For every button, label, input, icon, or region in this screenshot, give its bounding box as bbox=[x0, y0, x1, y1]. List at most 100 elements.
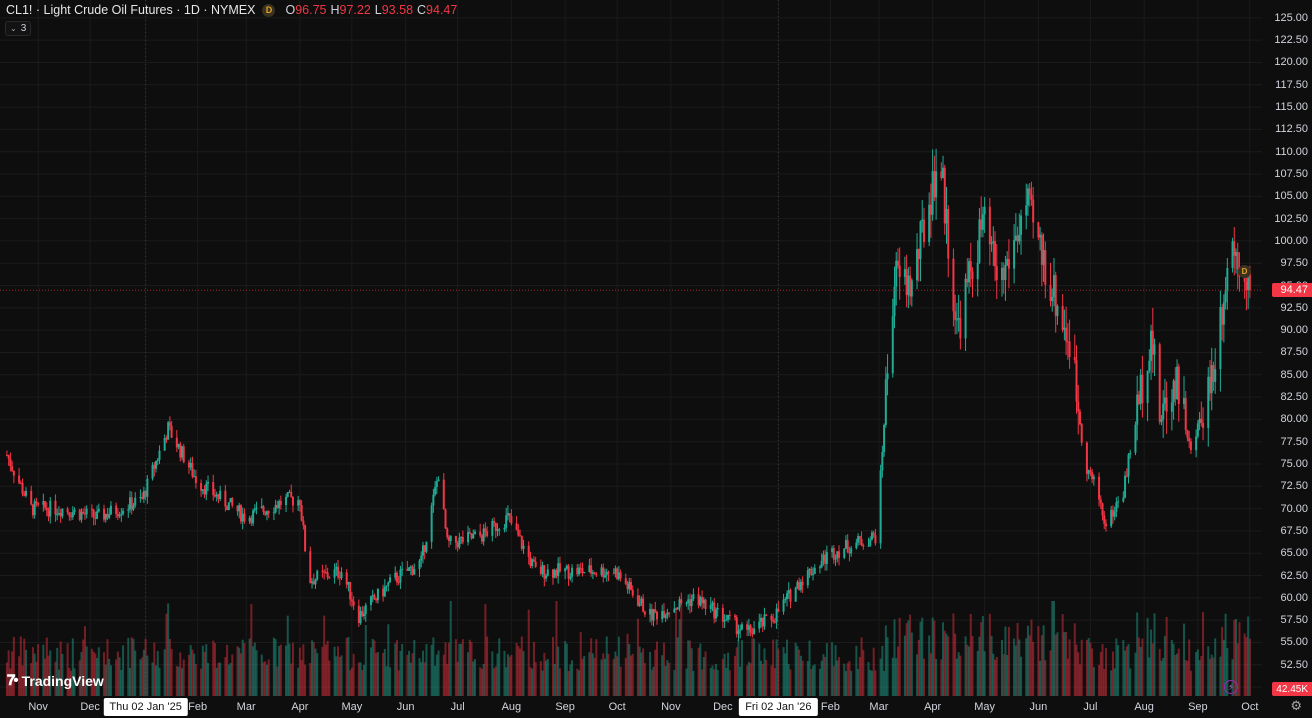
volume-bar bbox=[467, 652, 470, 696]
volume-bar bbox=[21, 665, 24, 696]
volume-bar bbox=[867, 662, 870, 696]
volume-bar bbox=[454, 639, 457, 696]
candle-body bbox=[109, 505, 112, 515]
candle-body bbox=[1101, 503, 1104, 516]
volume-bar bbox=[350, 667, 353, 696]
candle-body bbox=[1210, 365, 1213, 394]
volume-bar bbox=[1016, 623, 1019, 696]
price-axis[interactable]: 50.0052.5055.0057.5060.0062.5065.0067.50… bbox=[1262, 0, 1312, 696]
candle-body bbox=[957, 317, 960, 320]
volume-bar bbox=[619, 666, 622, 696]
volume-bar bbox=[1226, 648, 1229, 696]
volume-bar bbox=[156, 651, 159, 696]
candle-body bbox=[650, 608, 653, 621]
price-tick-label: 70.00 bbox=[1280, 502, 1308, 515]
volume-bar bbox=[546, 658, 549, 696]
volume-bar bbox=[654, 649, 657, 696]
volume-bar bbox=[1104, 647, 1107, 696]
candle-body bbox=[461, 537, 464, 543]
candle-body bbox=[832, 548, 835, 560]
volume-bar bbox=[153, 642, 156, 696]
candle-body bbox=[155, 460, 158, 469]
candle-body bbox=[701, 596, 704, 604]
candle-body bbox=[373, 595, 376, 600]
time-tick-label: Aug bbox=[501, 701, 522, 713]
volume-bar bbox=[376, 652, 379, 696]
candle-body bbox=[799, 581, 802, 590]
candle-body bbox=[1103, 515, 1106, 524]
candle-body bbox=[723, 620, 726, 622]
candle-body bbox=[1243, 276, 1246, 282]
candle-body bbox=[243, 513, 246, 522]
candle-body bbox=[153, 464, 156, 469]
time-tick-label: Mar bbox=[869, 701, 889, 713]
symbol-title[interactable]: CL1! · Light Crude Oil Futures · 1D · NY… bbox=[6, 3, 255, 17]
candle-body bbox=[831, 548, 834, 553]
volume-bar bbox=[231, 654, 234, 696]
candle-body bbox=[420, 555, 423, 561]
candle-body bbox=[675, 608, 678, 610]
candle-body bbox=[1026, 188, 1029, 206]
gear-icon[interactable]: ⚙ bbox=[1290, 698, 1302, 713]
candle-body bbox=[990, 242, 993, 245]
candle-body bbox=[151, 464, 154, 479]
candle-body bbox=[813, 567, 816, 575]
volume-bar bbox=[371, 638, 374, 696]
volume-bar bbox=[444, 642, 447, 696]
lightning-icon[interactable]: ⚡ bbox=[1224, 680, 1238, 694]
candle-body bbox=[673, 608, 676, 613]
candle-body bbox=[47, 510, 50, 517]
candle-body bbox=[810, 568, 813, 575]
dividend-badge[interactable]: D bbox=[1238, 265, 1251, 278]
delayed-data-badge[interactable]: D bbox=[262, 3, 276, 17]
volume-bar bbox=[44, 658, 47, 696]
volume-bar bbox=[92, 651, 95, 696]
candle-body bbox=[515, 523, 518, 530]
candle-body bbox=[1028, 188, 1031, 195]
volume-bar bbox=[688, 640, 691, 696]
candle-body bbox=[286, 491, 289, 497]
candle-body bbox=[539, 566, 542, 574]
volume-bar bbox=[226, 644, 229, 696]
price-tick-label: 92.50 bbox=[1280, 301, 1308, 314]
volume-bar bbox=[224, 657, 227, 696]
price-tick-label: 72.50 bbox=[1280, 480, 1308, 493]
candle-body bbox=[1061, 305, 1064, 330]
candle-body bbox=[458, 537, 461, 548]
candle-body bbox=[505, 515, 508, 528]
volume-bar bbox=[1099, 652, 1102, 696]
candle-body bbox=[491, 521, 494, 536]
candle-body bbox=[335, 566, 338, 570]
candle-body bbox=[90, 508, 93, 510]
candle-body bbox=[350, 599, 353, 602]
volume-bar bbox=[338, 656, 341, 696]
volume-bar bbox=[491, 651, 494, 696]
volume-bar bbox=[824, 657, 827, 696]
candle-body bbox=[1153, 344, 1156, 355]
indicators-toggle[interactable]: ⌄ 3 bbox=[5, 21, 32, 36]
candle-body bbox=[200, 483, 203, 491]
volume-bar bbox=[848, 660, 851, 696]
volume-bar bbox=[7, 650, 10, 696]
candle-body bbox=[94, 517, 97, 519]
volume-bar bbox=[1150, 629, 1153, 696]
volume-bar bbox=[664, 665, 667, 696]
volume-bar bbox=[326, 640, 329, 696]
candle-body bbox=[141, 497, 144, 499]
separator: · bbox=[176, 3, 184, 17]
volume-bar bbox=[773, 668, 776, 696]
volume-bar bbox=[607, 653, 610, 696]
volume-bar bbox=[397, 670, 400, 696]
candle-body bbox=[482, 528, 485, 542]
volume-bar bbox=[1117, 645, 1120, 696]
tradingview-logo[interactable]: 𝟕• TradingView bbox=[7, 672, 104, 689]
time-axis[interactable]: Nov Dec Thu 02 Jan '25 Feb Mar Apr May Jun Jul Au… bbox=[0, 696, 1262, 718]
volume-bar bbox=[456, 661, 459, 696]
candle-body bbox=[714, 609, 717, 619]
volume-bar bbox=[248, 638, 251, 696]
volume-bar bbox=[739, 666, 742, 696]
volume-bar bbox=[70, 670, 73, 696]
volume-bar bbox=[553, 663, 556, 696]
volume-bar bbox=[1153, 613, 1156, 696]
